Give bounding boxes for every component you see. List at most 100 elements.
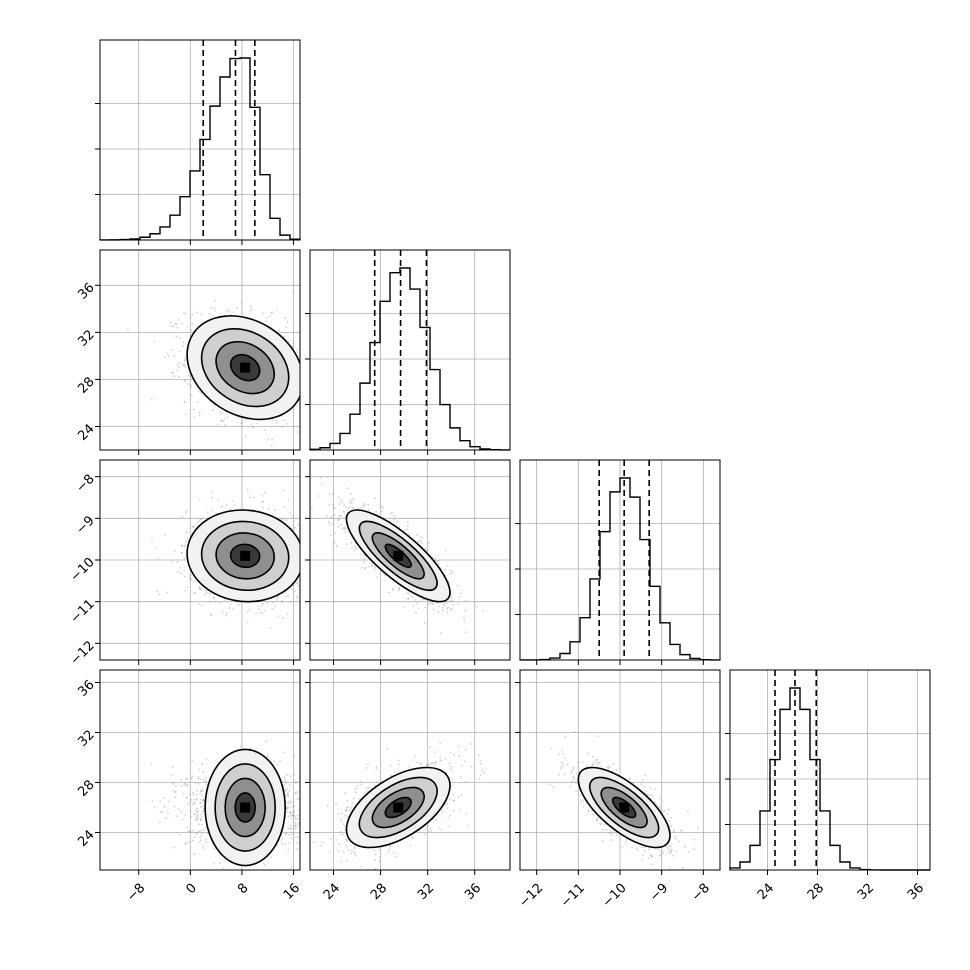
scatter-point [184,356,187,359]
scatter-point [383,574,386,577]
scatter-point [465,599,467,602]
scatter-point [295,595,298,598]
scatter-point [362,505,365,508]
scatter-point [169,321,172,324]
scatter-point [306,794,308,796]
scatter-point [344,506,347,508]
scatter-point [277,615,280,618]
scatter-point [262,506,264,509]
scatter-point [198,830,200,833]
scatter-point [363,561,365,564]
scatter-point [175,323,178,325]
scatter-point [289,512,292,515]
scatter-point [240,745,243,748]
panel-frame [519,459,721,661]
scatter-point [442,604,445,606]
scatter-point [351,547,353,549]
scatter-point [302,533,304,535]
scatter-point [261,495,264,497]
scatter-point [271,311,274,314]
scatter-point [305,623,307,625]
scatter-point [248,608,251,611]
scatter-point [186,325,189,328]
scatter-point [204,589,207,592]
scatter-point [444,549,447,552]
scatter-point [437,611,440,613]
scatter-point [154,546,157,549]
scatter-point [283,317,286,319]
x-tick-label: 36 [905,881,927,903]
scatter-point [402,605,405,608]
scatter-point [187,803,190,806]
scatter-point [450,599,452,602]
scatter-point [341,501,344,504]
scatter-point [284,451,286,453]
scatter-point [452,604,454,607]
scatter-point [236,416,238,419]
scatter-point [176,571,179,574]
scatter-point [337,519,340,521]
scatter-point [293,810,295,812]
scatter-point [368,565,370,568]
scatter-point [437,560,440,562]
scatter-point [223,417,226,420]
scatter-point [302,550,304,552]
scatter-point [189,579,192,582]
scatter-point [190,329,192,331]
scatter-point [237,604,240,606]
scatter-point [334,506,337,509]
scatter-point [332,493,335,495]
panel-frame [309,459,511,661]
scatter-point [199,801,202,804]
scatter-point [214,309,217,312]
scatter-point [375,510,377,513]
scatter-point [199,818,202,821]
scatter-point [357,507,360,509]
scatter-point [199,792,202,795]
scatter-point [176,369,179,372]
density-panel-p1-p2 [305,459,511,665]
scatter-point [209,600,211,603]
x-tick-label: 32 [855,881,877,903]
scatter-point [173,375,175,377]
scatter-point [229,603,232,606]
scatter-point [173,549,176,552]
scatter-point [403,529,406,532]
scatter-point [196,811,199,814]
scatter-point [199,813,202,816]
scatter-point [343,504,346,507]
scatter-point [320,483,323,486]
scatter-point [228,607,231,609]
scatter-point [271,607,274,610]
scatter-point [252,426,255,429]
scatter-point [190,394,193,396]
scatter-point [178,365,181,368]
scatter-point [189,574,192,577]
scatter-point [185,796,188,799]
scatter-point [194,813,196,816]
scatter-point [261,604,263,607]
scatter-point [333,514,336,516]
scatter-point [193,416,196,419]
scatter-point [183,569,185,572]
scatter-point [319,477,322,479]
scatter-point [189,793,192,795]
scatter-point [269,627,272,629]
scatter-point [276,596,278,599]
scatter-point [406,528,408,531]
scatter-point [305,367,307,369]
scatter-point [294,824,297,827]
scatter-point [249,305,252,307]
scatter-point [183,363,186,366]
scatter-point [255,422,258,425]
scatter-point [286,793,289,795]
scatter-point [208,313,211,315]
scatter-point [272,419,275,422]
scatter-point [176,831,179,834]
scatter-point [198,414,201,417]
scatter-point [415,534,418,536]
scatter-point [301,362,303,364]
scatter-point [350,501,353,504]
panel-frame [99,249,301,451]
scatter-point [281,599,284,602]
